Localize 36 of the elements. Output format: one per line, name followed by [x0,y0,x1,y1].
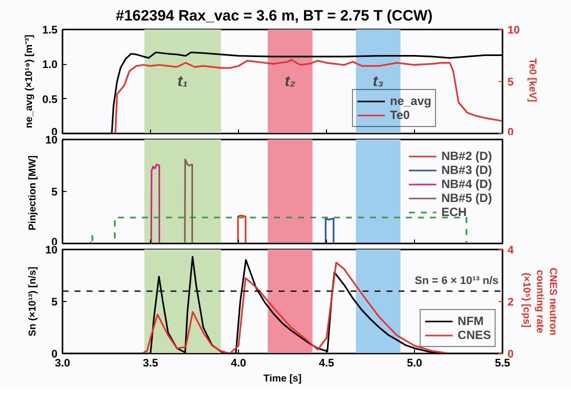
band-label: t₃ [372,73,384,90]
x-axis-title: Time [s] [263,374,302,384]
y-tick-label: 1.5 [42,24,58,36]
x-tick-label: 5.5 [494,358,510,370]
chart-title: #162394 Rax_vac = 3.6 m, BT = 2.75 T (CCW) [116,8,433,24]
y2-tick-label: 0 [508,348,514,360]
legend-label: CNES [458,328,491,342]
legend-label: NB#2 (D) [441,149,492,163]
legend-label: NFM [458,314,484,328]
y2-tick-label: 2 [508,296,514,308]
y-axis-title: Pinjection [MW] [27,155,38,230]
legend-label: NB#3 (D) [441,163,492,177]
y2-axis-title: Te0 [keV] [526,58,538,102]
ref-line-label: Sn = 6 × 10¹³ n/s [414,275,499,288]
x-tick-label: 4.0 [230,358,246,370]
x-tick-label: 3.5 [142,358,158,370]
y2-tick-label: 4 [508,244,514,256]
legend-label: Te0 [390,108,410,122]
x-tick-label: 4.5 [318,358,334,370]
y-tick-label: 0.5 [42,94,58,106]
y-tick-label: 5 [51,296,58,308]
band-label: t₂ [284,73,296,90]
legend-label: NB#4 (D) [441,177,492,191]
y-tick-label: 1.0 [42,59,58,72]
y2-tick-label: 10 [508,24,520,36]
x-tick-label: 3.0 [54,358,70,370]
y-axis-title: Sn (×10¹³) [n/s] [27,266,38,336]
y-axis-title: ne_avg (×10¹⁹) [m⁻³] [24,34,36,128]
y2-tick-label: 5 [508,76,514,88]
y-tick-label: 5 [51,186,58,198]
legend-label: NB#5 (D) [441,191,492,205]
band-label: t₁ [177,73,188,90]
x-tick-label: 5.0 [406,358,422,370]
legend-label: ECH [441,205,467,219]
y2-axis-title: CNES neutron counting rate (×10⁵) [cps] [520,268,558,336]
legend-label: ne_avg [390,94,432,108]
